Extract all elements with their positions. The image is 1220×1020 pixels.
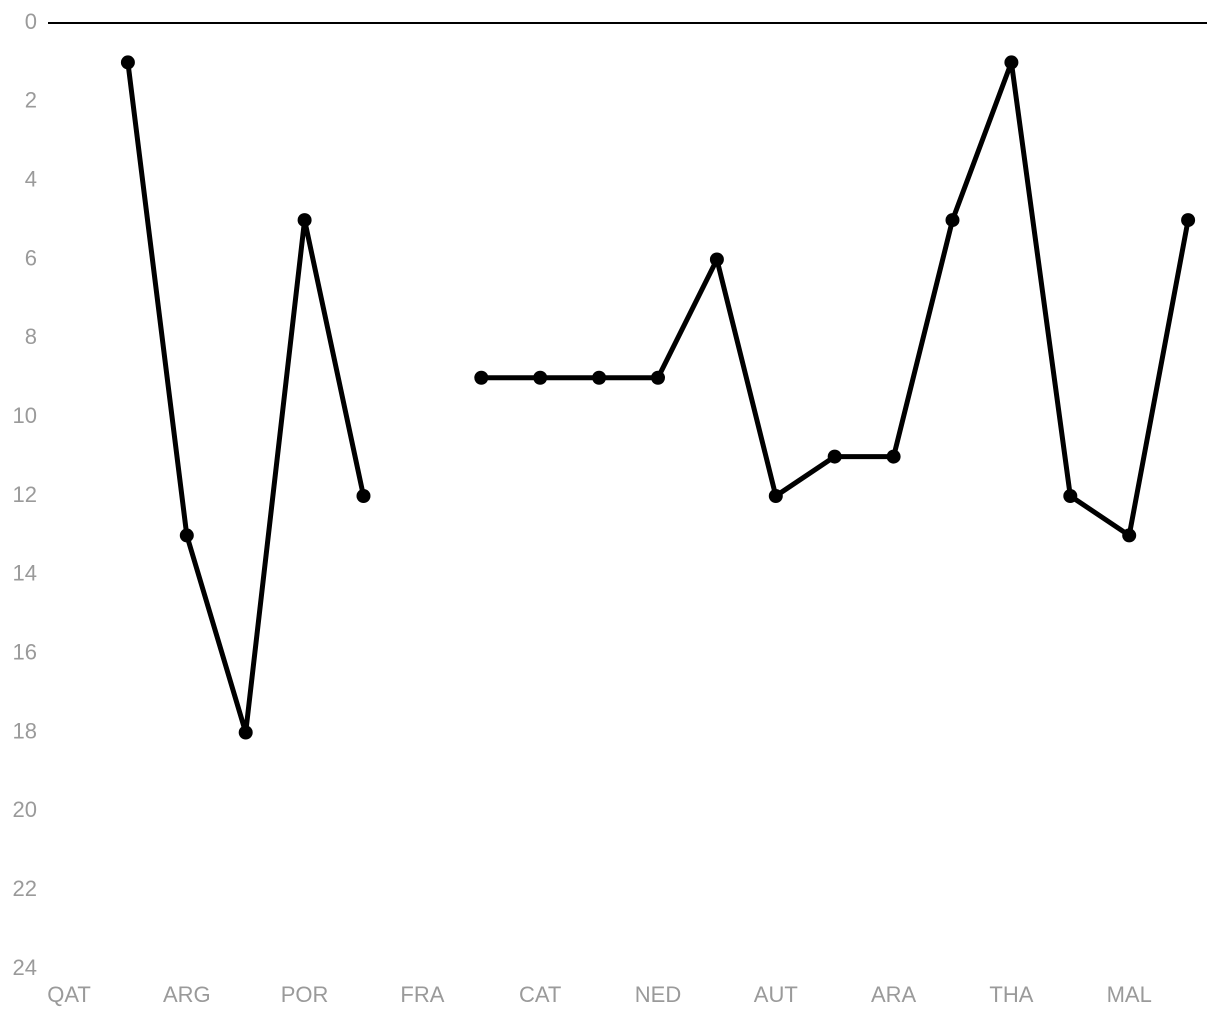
point	[356, 489, 371, 503]
x-tick-label: NED	[635, 982, 681, 1007]
y-tick-label: 2	[25, 88, 37, 113]
y-tick-label: 22	[13, 876, 37, 901]
y-tick-label: 24	[13, 955, 37, 980]
point	[1063, 489, 1078, 503]
x-tick-label: CAT	[519, 982, 561, 1007]
point	[651, 370, 665, 385]
y-tick-label: 4	[25, 166, 37, 191]
point	[886, 449, 901, 464]
y-tick-label: 6	[25, 245, 37, 270]
x-tick-label: FRA	[400, 982, 444, 1007]
point	[179, 528, 194, 543]
point	[1004, 55, 1019, 70]
point	[945, 213, 960, 228]
point	[768, 489, 783, 503]
y-tick-label: 10	[13, 403, 37, 428]
x-tick-label: AUT	[754, 982, 798, 1007]
y-tick-label: 12	[13, 482, 37, 507]
y-tick-label: 0	[25, 9, 37, 34]
point	[1181, 213, 1196, 228]
y-tick-label: 20	[13, 797, 37, 822]
point	[238, 725, 253, 740]
y-tick-label: 14	[13, 561, 37, 586]
x-tick-label: QAT	[47, 982, 91, 1007]
point	[827, 449, 842, 464]
line	[125, 59, 1191, 735]
point	[297, 213, 312, 228]
x-tick-label: POR	[281, 982, 329, 1007]
point	[474, 370, 489, 385]
x-tick-label: ARG	[163, 982, 211, 1007]
y-tick-label: 18	[13, 718, 37, 743]
point	[120, 55, 135, 70]
point	[1122, 528, 1137, 543]
point	[533, 370, 548, 385]
x-tick-label: ARA	[871, 982, 917, 1007]
point	[592, 370, 607, 385]
y-tick-label: 16	[13, 639, 37, 664]
x-tick-label: THA	[989, 982, 1033, 1007]
point	[709, 252, 724, 267]
y-tick-label: 8	[25, 324, 37, 349]
x-tick-label: MAL	[1107, 982, 1152, 1007]
